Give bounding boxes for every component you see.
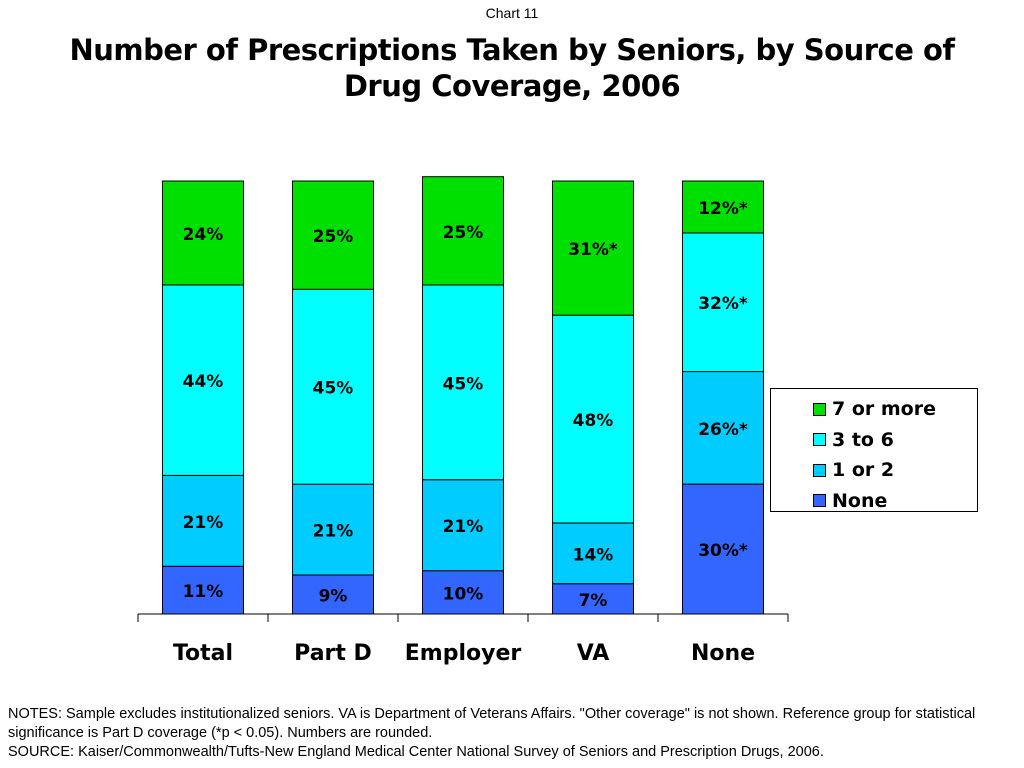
legend-label-7-or-more: 7 or more — [832, 398, 936, 421]
bar-segment-total-1-or-2 — [162, 474, 244, 567]
bar-segment-part-d-7-or-more — [292, 180, 374, 290]
legend-item: None — [771, 486, 977, 517]
chart-source: SOURCE: Kaiser/Commonwealth/Tufts-New En… — [8, 744, 824, 760]
x-tick-label-va: VA — [577, 641, 610, 666]
data-label-va-7-or-more: 31%* — [568, 240, 618, 260]
legend-swatch-7-or-more — [813, 402, 826, 416]
data-label-none-none: 30%* — [698, 541, 748, 561]
data-label-total-1-or-2: 21% — [183, 513, 224, 533]
data-label-va-3-to-6: 48% — [573, 411, 614, 431]
bar-segment-va-3-to-6 — [552, 314, 634, 524]
bar-segment-employer-3-to-6 — [422, 284, 504, 481]
bar-segment-total-7-or-more — [162, 180, 244, 286]
bar-segment-none-7-or-more — [682, 180, 764, 234]
data-label-employer-1-or-2: 21% — [443, 517, 484, 537]
bar-segment-none-none — [682, 483, 764, 615]
data-label-none-1-or-2: 26%* — [698, 420, 748, 440]
data-label-none-3-to-6: 32%* — [698, 294, 748, 314]
bar-segment-va-7-or-more — [552, 180, 634, 316]
data-label-employer-3-to-6: 45% — [443, 374, 484, 394]
x-tick-label-part-d: Part D — [294, 641, 372, 666]
bar-segment-va-none — [552, 583, 634, 615]
data-label-part-d-1-or-2: 21% — [313, 522, 354, 542]
data-label-part-d-none: 9% — [319, 587, 348, 607]
x-axis: Total Part D Employer VA None — [137, 613, 789, 666]
data-label-total-3-to-6: 44% — [183, 372, 224, 392]
bar-segment-total-none — [162, 565, 244, 615]
legend-swatch-1-or-2 — [813, 463, 826, 477]
chart-title: Number of Prescriptions Taken by Seniors… — [69, 33, 955, 103]
chart-kicker: Chart 11 — [485, 5, 539, 21]
legend-item: 1 or 2 — [771, 455, 977, 486]
legend-label-3-to-6: 3 to 6 — [832, 428, 894, 451]
data-label-part-d-3-to-6: 45% — [313, 379, 354, 399]
legend: 7 or more 3 to 6 1 or 2 None — [770, 388, 978, 512]
legend-label-none: None — [832, 489, 888, 512]
data-label-total-7-or-more: 24% — [183, 225, 224, 245]
legend-item: 3 to 6 — [771, 425, 977, 456]
bar-segment-employer-7-or-more — [422, 176, 504, 286]
stacked-bar-chart: 11% 21% 44% 24% 9% 21% 45% 25% 10% 21% 45% 25% 7% 14%… — [137, 176, 789, 666]
legend-swatch-none — [813, 494, 826, 508]
bar-segment-none-3-to-6 — [682, 232, 764, 373]
legend-swatch-3-to-6 — [813, 433, 826, 447]
x-tick-label-total: Total — [173, 641, 233, 666]
data-label-va-1-or-2: 14% — [573, 545, 614, 565]
data-label-va-none: 7% — [579, 591, 608, 611]
bar-segment-none-1-or-2 — [682, 371, 764, 485]
chart-notes: NOTES: Sample excludes institutionalized… — [8, 706, 976, 741]
data-label-employer-none: 10% — [443, 584, 484, 604]
x-tick-label-employer: Employer — [405, 641, 522, 666]
bar-segment-va-1-or-2 — [552, 522, 634, 585]
data-label-none-7-or-more: 12%* — [698, 199, 748, 219]
bar-segment-part-d-3-to-6 — [292, 288, 374, 485]
bar-segment-employer-none — [422, 570, 504, 615]
legend-item: 7 or more — [771, 394, 977, 425]
data-label-employer-7-or-more: 25% — [443, 223, 484, 243]
data-label-part-d-7-or-more: 25% — [313, 227, 354, 247]
bar-segment-total-3-to-6 — [162, 284, 244, 476]
data-labels-layer: 11% 21% 44% 24% 9% 21% 45% 25% 10% 21% 45% 25% 7% 14%… — [183, 199, 748, 611]
legend-label-1-or-2: 1 or 2 — [832, 459, 895, 482]
x-tick-label-none: None — [691, 641, 755, 666]
bar-segment-part-d-1-or-2 — [292, 483, 374, 576]
bars-layer — [162, 176, 764, 615]
data-label-total-none: 11% — [183, 582, 224, 602]
